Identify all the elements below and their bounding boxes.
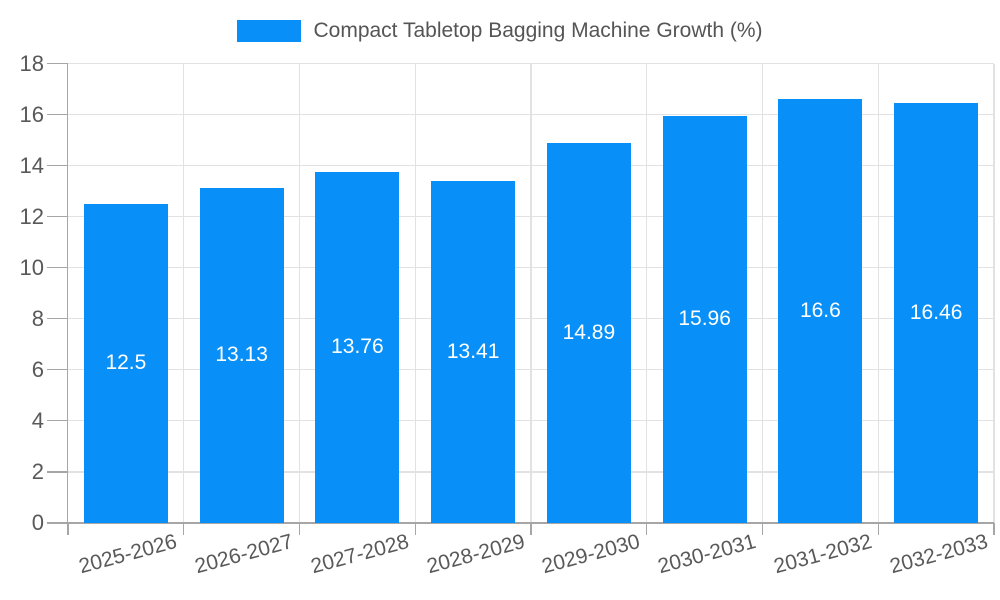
bar-value-label: 13.76 <box>331 335 384 359</box>
y-tick <box>47 113 68 116</box>
x-category-label: 2032-2033 <box>887 530 991 579</box>
x-category-label: 2026-2027 <box>192 530 296 579</box>
y-tick-label: 0 <box>31 510 44 535</box>
bar: 12.5 <box>83 203 168 523</box>
x-tick <box>877 523 879 535</box>
x-tick <box>530 523 532 535</box>
bar-value-label: 16.46 <box>909 300 963 324</box>
x-category-label: 2027-2028 <box>308 530 412 579</box>
y-gridline <box>68 62 994 65</box>
bar: 14.89 <box>546 142 631 523</box>
legend-label: Compact Tabletop Bagging Machine Growth … <box>313 19 763 42</box>
y-tick <box>47 420 68 422</box>
x-tick <box>67 523 69 535</box>
x-gridline <box>993 63 995 523</box>
x-category-label: 2031-2032 <box>771 530 875 579</box>
y-tick <box>47 369 68 371</box>
y-tick-label: 8 <box>31 305 44 331</box>
legend-swatch <box>237 20 302 42</box>
y-tick-label: 18 <box>19 50 44 76</box>
y-tick <box>47 522 68 524</box>
axis-x <box>68 522 994 524</box>
bar-value-label: 13.41 <box>446 339 500 363</box>
y-tick-label: 16 <box>19 101 44 127</box>
bar-value-label: 15.96 <box>678 307 731 331</box>
x-gridline <box>530 63 532 523</box>
bar-value-label: 14.89 <box>562 320 616 344</box>
y-tick <box>47 216 68 218</box>
x-gridline <box>646 63 648 523</box>
x-tick <box>993 523 995 535</box>
y-tick-label: 4 <box>31 407 44 433</box>
y-tick <box>47 165 68 167</box>
bar: 13.41 <box>431 180 516 523</box>
x-tick <box>761 523 764 535</box>
legend: Compact Tabletop Bagging Machine Growth … <box>0 19 1000 43</box>
x-category-label: 2029-2030 <box>539 530 643 579</box>
x-category-label: 2028-2029 <box>424 530 528 579</box>
bar-value-label: 16.6 <box>799 299 841 323</box>
x-tick <box>183 523 185 535</box>
x-gridline <box>414 63 416 523</box>
x-category-label: 2025-2026 <box>76 530 180 579</box>
bar: 13.13 <box>199 187 284 523</box>
x-tick <box>298 523 301 535</box>
x-gridline <box>761 63 764 523</box>
x-gridline <box>183 63 185 523</box>
bar: 13.76 <box>315 171 400 523</box>
y-tick-label: 10 <box>19 254 44 280</box>
y-tick-label: 14 <box>19 152 44 178</box>
y-tick-label: 6 <box>31 356 44 382</box>
bar-value-label: 12.5 <box>105 351 147 375</box>
y-tick-label: 2 <box>31 458 44 484</box>
x-tick <box>414 523 416 535</box>
bar: 16.46 <box>894 102 979 523</box>
axis-y <box>66 63 68 523</box>
x-category-label: 2030-2031 <box>655 530 759 579</box>
x-gridline <box>298 63 301 523</box>
bar: 15.96 <box>662 115 747 523</box>
y-tick-label: 12 <box>19 203 44 229</box>
x-tick <box>646 523 648 535</box>
bar: 16.6 <box>778 99 863 523</box>
x-gridline <box>877 63 879 523</box>
y-tick <box>47 471 68 473</box>
y-tick <box>47 267 68 269</box>
y-tick <box>47 318 68 320</box>
bar-value-label: 13.13 <box>215 343 268 367</box>
y-tick <box>47 62 68 65</box>
